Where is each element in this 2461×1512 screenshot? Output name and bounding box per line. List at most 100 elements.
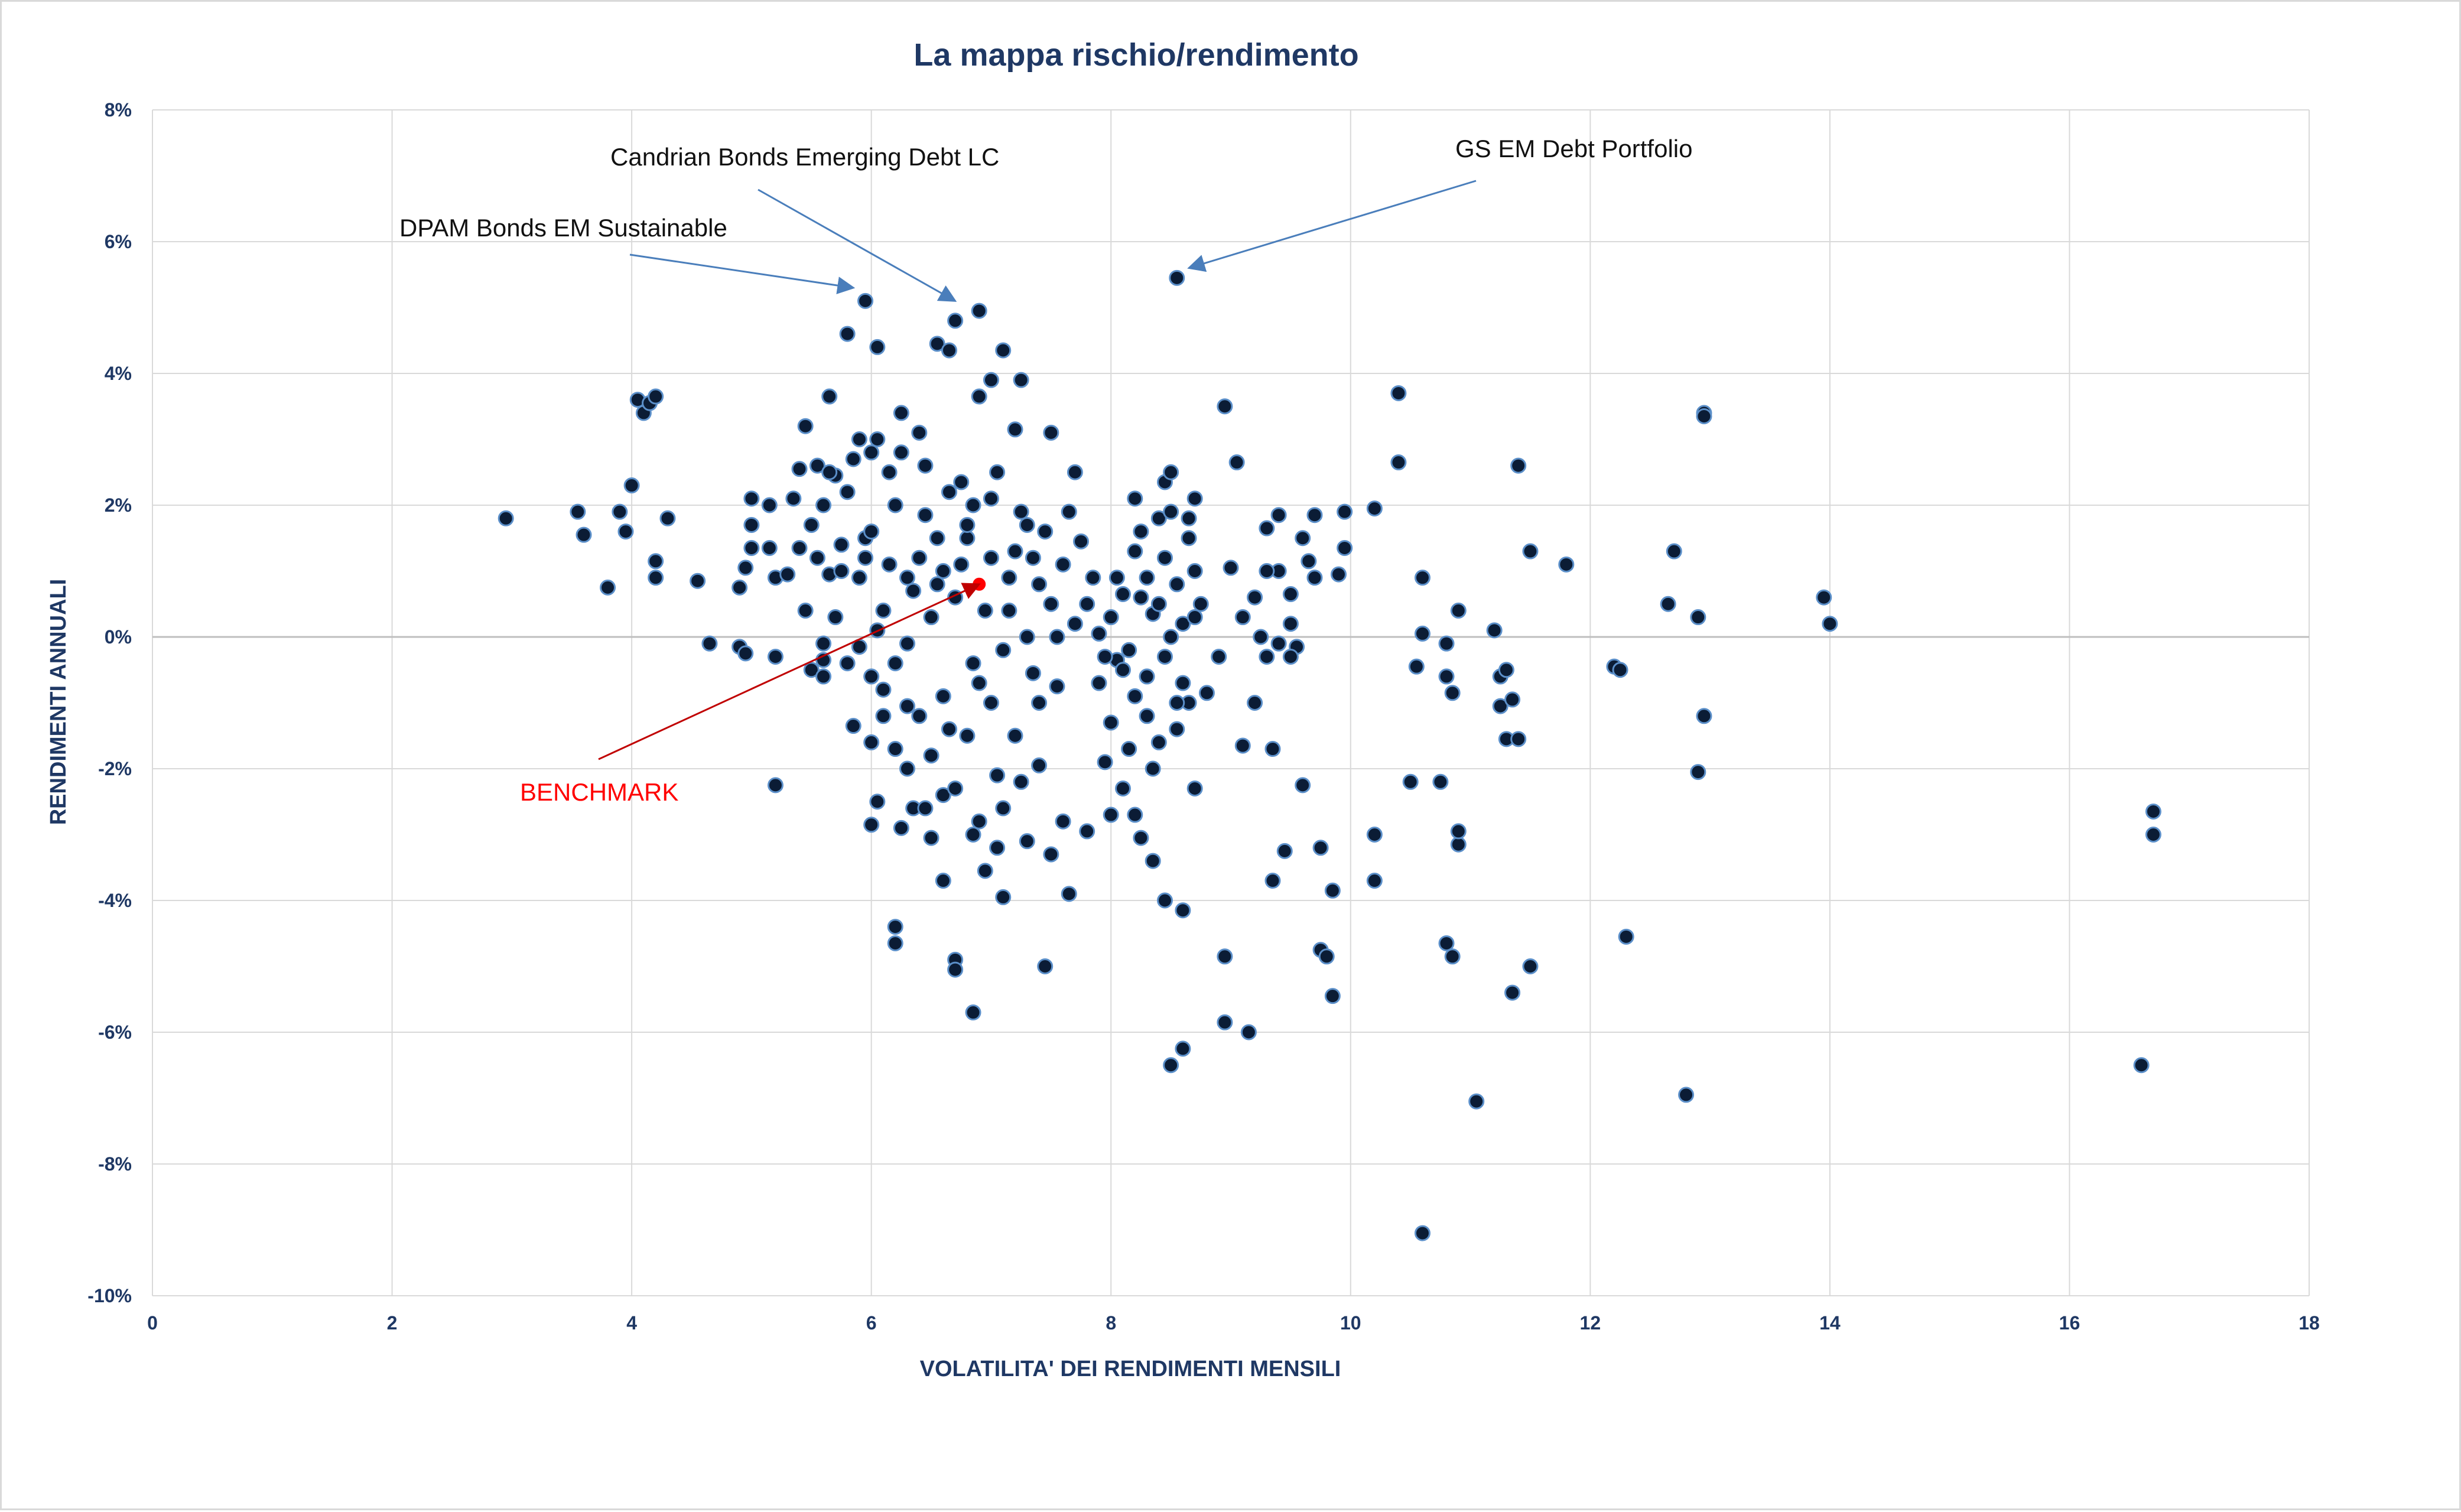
data-point	[1175, 675, 1191, 691]
data-point	[1217, 398, 1233, 415]
x-tick-label: 0	[147, 1312, 158, 1334]
data-point	[965, 497, 981, 513]
data-point	[737, 560, 754, 576]
annotation-arrow	[758, 188, 957, 302]
data-point	[1133, 830, 1149, 846]
data-point	[815, 668, 832, 685]
x-tick-label: 4	[626, 1312, 637, 1334]
annotation-dpam: DPAM Bonds EM Sustainable	[399, 214, 727, 242]
data-point	[1618, 928, 1634, 945]
data-point	[923, 747, 939, 764]
data-point	[1139, 570, 1155, 586]
data-point	[1145, 853, 1161, 869]
data-point	[1025, 549, 1041, 566]
data-point	[1450, 823, 1467, 840]
data-point	[1181, 510, 1197, 526]
data-point	[1150, 734, 1167, 750]
data-point	[947, 961, 964, 978]
data-point	[1253, 629, 1269, 645]
data-point	[1049, 678, 1065, 695]
data-point	[1163, 629, 1179, 645]
data-point	[1175, 1040, 1191, 1057]
data-point	[845, 718, 861, 734]
data-point	[959, 530, 976, 547]
data-point	[732, 579, 748, 596]
data-point	[1492, 698, 1509, 714]
data-point	[965, 1004, 981, 1021]
data-point	[1510, 457, 1527, 474]
data-point	[1163, 1057, 1179, 1074]
data-point	[983, 549, 999, 566]
data-point	[1091, 625, 1107, 642]
data-point	[1223, 560, 1239, 576]
data-point	[1007, 421, 1023, 438]
data-point	[869, 794, 886, 810]
data-point	[881, 464, 898, 480]
data-point	[1115, 662, 1131, 678]
data-point	[1163, 464, 1179, 480]
data-point	[1247, 695, 1263, 711]
data-point	[1103, 609, 1119, 626]
data-point	[797, 602, 814, 619]
y-tick-label: 0%	[105, 626, 132, 648]
data-point	[1043, 846, 1059, 863]
data-points	[498, 269, 2161, 1241]
data-point	[851, 570, 867, 586]
data-point	[1366, 827, 1383, 843]
data-point	[833, 536, 850, 553]
data-point	[1085, 570, 1101, 586]
data-point	[2145, 803, 2161, 820]
data-point	[1234, 609, 1251, 626]
data-point	[1432, 773, 1449, 790]
data-point	[995, 342, 1012, 359]
data-point	[743, 490, 760, 507]
data-point	[1001, 602, 1017, 619]
data-point	[1444, 948, 1461, 965]
data-point	[1169, 721, 1185, 737]
data-point	[1169, 695, 1185, 711]
data-point	[1558, 556, 1575, 573]
data-point	[1366, 873, 1383, 889]
data-point	[1504, 691, 1521, 708]
data-point	[1121, 642, 1137, 658]
data-point	[1390, 385, 1407, 401]
data-point	[648, 553, 664, 570]
data-point	[941, 484, 957, 500]
data-point	[935, 688, 951, 704]
x-tick-label: 6	[866, 1312, 877, 1334]
x-axis-label: VOLATILITA' DEI RENDIMENTI MENSILI	[920, 1357, 1341, 1381]
data-point	[1115, 780, 1131, 796]
data-point	[1612, 662, 1628, 678]
data-point	[965, 827, 981, 843]
data-point	[1259, 520, 1275, 536]
data-point	[1031, 695, 1048, 711]
data-point	[1324, 988, 1341, 1004]
y-tick-label: -10%	[87, 1285, 132, 1306]
data-point	[1037, 958, 1054, 974]
data-point	[1186, 780, 1203, 796]
data-point	[1108, 570, 1125, 586]
data-point	[1198, 685, 1215, 701]
y-axis-ticks: 8% 6% 4% 2% 0% -2% -4% -6% -8% -10%	[87, 99, 132, 1306]
data-point	[779, 566, 796, 583]
data-point	[971, 388, 987, 405]
data-point	[1414, 570, 1431, 586]
data-point	[1438, 668, 1455, 685]
data-point	[845, 451, 861, 467]
y-tick-label: 2%	[105, 495, 132, 516]
data-point	[1192, 596, 1209, 612]
data-point	[1696, 408, 1712, 424]
data-point	[941, 342, 957, 359]
data-point	[1211, 648, 1227, 665]
data-point	[863, 523, 880, 540]
data-point	[1037, 523, 1054, 540]
data-point	[1150, 510, 1167, 526]
y-tick-label: -4%	[98, 890, 132, 911]
data-point	[1163, 503, 1179, 520]
data-point	[911, 424, 928, 441]
data-point	[893, 444, 909, 461]
data-point	[947, 780, 964, 796]
data-point	[791, 539, 808, 556]
data-point	[1295, 777, 1311, 794]
data-point	[917, 457, 934, 474]
